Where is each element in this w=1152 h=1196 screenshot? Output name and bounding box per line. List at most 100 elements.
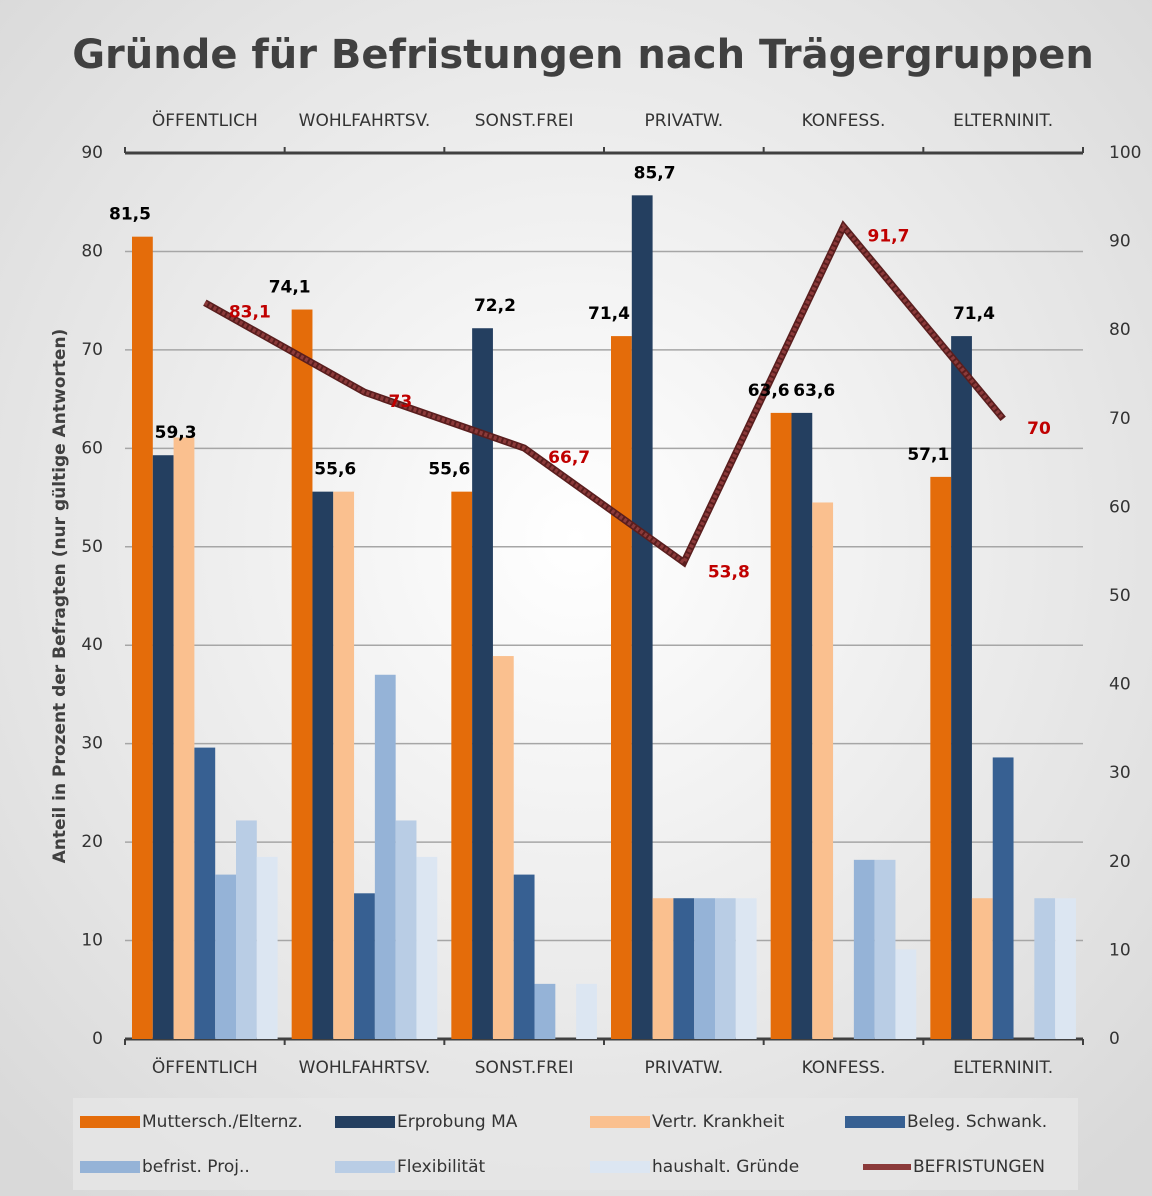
x-tick-label: WOHLFAHRTSV. — [299, 1058, 431, 1078]
data-label: 55,6 — [428, 460, 470, 480]
y-tick-label: 70 — [81, 340, 103, 360]
line-label: 70 — [1027, 419, 1051, 439]
line-label: 91,7 — [868, 227, 910, 247]
bar — [791, 412, 813, 1040]
y-tick-label: 10 — [81, 931, 103, 951]
bar — [215, 874, 236, 1039]
legend-swatch — [335, 1161, 395, 1173]
legend-swatch — [590, 1116, 650, 1128]
y2-tick-label: 10 — [1109, 940, 1131, 960]
y2-tick-label: 100 — [1109, 143, 1141, 163]
y-tick-label: 20 — [81, 832, 103, 852]
bar — [416, 856, 438, 1039]
y-tick-label: 80 — [81, 241, 103, 261]
legend-label: Muttersch./Elternz. — [142, 1112, 303, 1132]
legend-box — [73, 1098, 1078, 1190]
data-label: 72,2 — [474, 296, 516, 316]
data-label: 57,1 — [907, 445, 949, 465]
legend-label: BEFRISTUNGEN — [913, 1157, 1045, 1177]
chart-title: Gründe für Befristungen nach Trägergrupp… — [72, 32, 1094, 78]
x-tick-label: ELTERNINIT. — [953, 1058, 1053, 1078]
y2-tick-label: 50 — [1109, 586, 1131, 606]
bar — [652, 898, 674, 1039]
bar — [770, 412, 792, 1040]
x-tick-label: KONFESS. — [802, 1058, 886, 1078]
x-tick-label: SONST.FREI — [475, 1058, 574, 1078]
bar — [312, 491, 334, 1039]
legend-swatch — [335, 1116, 395, 1128]
y2-tick-label: 30 — [1109, 763, 1131, 783]
legend-label: Beleg. Schwank. — [907, 1112, 1047, 1132]
bar — [194, 747, 216, 1039]
top-tick-label: SONST.FREI — [475, 111, 574, 131]
y2-tick-label: 70 — [1109, 409, 1131, 429]
legend-label: Vertr. Krankheit — [652, 1112, 785, 1132]
bar — [611, 336, 632, 1039]
x-tick-label: PRIVATW. — [645, 1058, 724, 1078]
y2-tick-label: 90 — [1109, 232, 1131, 252]
y-tick-label: 30 — [81, 734, 103, 754]
bar — [930, 476, 952, 1040]
bar — [395, 820, 417, 1039]
bar — [735, 898, 757, 1039]
bar — [951, 336, 972, 1039]
bar — [374, 674, 396, 1039]
bar — [631, 195, 653, 1039]
bar — [132, 236, 153, 1039]
y-tick-label: 60 — [81, 438, 103, 458]
y-tick-label: 50 — [81, 537, 103, 557]
data-label: 71,4 — [953, 304, 995, 324]
bar — [472, 328, 493, 1040]
data-label: 63,6 — [748, 381, 790, 401]
bar — [576, 983, 597, 1039]
bar — [1034, 898, 1056, 1039]
legend-swatch — [80, 1161, 140, 1173]
legend-label: Flexibilität — [397, 1157, 485, 1177]
bar — [1055, 898, 1076, 1039]
line-label: 83,1 — [229, 303, 271, 323]
data-label: 63,6 — [793, 381, 835, 401]
data-label: 71,4 — [588, 304, 630, 324]
bar — [354, 893, 375, 1039]
y-axis-label: Anteil in Prozent der Befragten (nur gül… — [50, 329, 70, 864]
top-tick-label: WOHLFAHRTSV. — [299, 111, 431, 131]
line-label: 73 — [389, 392, 413, 412]
bar — [173, 437, 195, 1039]
data-label: 55,6 — [314, 460, 356, 480]
bar — [451, 491, 473, 1039]
y-tick-label: 0 — [92, 1029, 103, 1049]
legend-label: Erprobung MA — [397, 1112, 518, 1132]
bar — [715, 898, 736, 1039]
y-tick-label: 40 — [81, 635, 103, 655]
top-tick-label: ÖFFENTLICH — [152, 109, 258, 131]
legend-swatch — [590, 1161, 650, 1173]
data-label: 85,7 — [634, 163, 676, 183]
bar — [874, 859, 896, 1039]
bar — [256, 856, 278, 1039]
bar — [152, 455, 174, 1039]
legend-label: befrist. Proj.. — [142, 1157, 250, 1177]
data-label: 74,1 — [269, 278, 311, 298]
line-label: 66,7 — [548, 448, 590, 468]
bar — [333, 491, 355, 1039]
bar — [992, 757, 1014, 1039]
bar — [853, 859, 875, 1039]
bar — [492, 656, 514, 1039]
y2-tick-label: 40 — [1109, 675, 1131, 695]
y-tick-label: 90 — [81, 143, 103, 163]
data-label: 81,5 — [109, 205, 151, 225]
top-tick-label: ELTERNINIT. — [953, 111, 1053, 131]
bar — [513, 874, 535, 1039]
line-label: 53,8 — [708, 562, 750, 582]
top-tick-label: PRIVATW. — [645, 111, 724, 131]
data-label: 59,3 — [155, 423, 197, 443]
bar — [534, 983, 556, 1039]
legend-label: haushalt. Gründe — [652, 1157, 799, 1177]
bar — [971, 898, 993, 1039]
y2-tick-label: 0 — [1109, 1029, 1120, 1049]
bar — [291, 309, 313, 1039]
bar — [812, 502, 834, 1039]
bar — [895, 949, 917, 1039]
y2-tick-label: 80 — [1109, 320, 1131, 340]
